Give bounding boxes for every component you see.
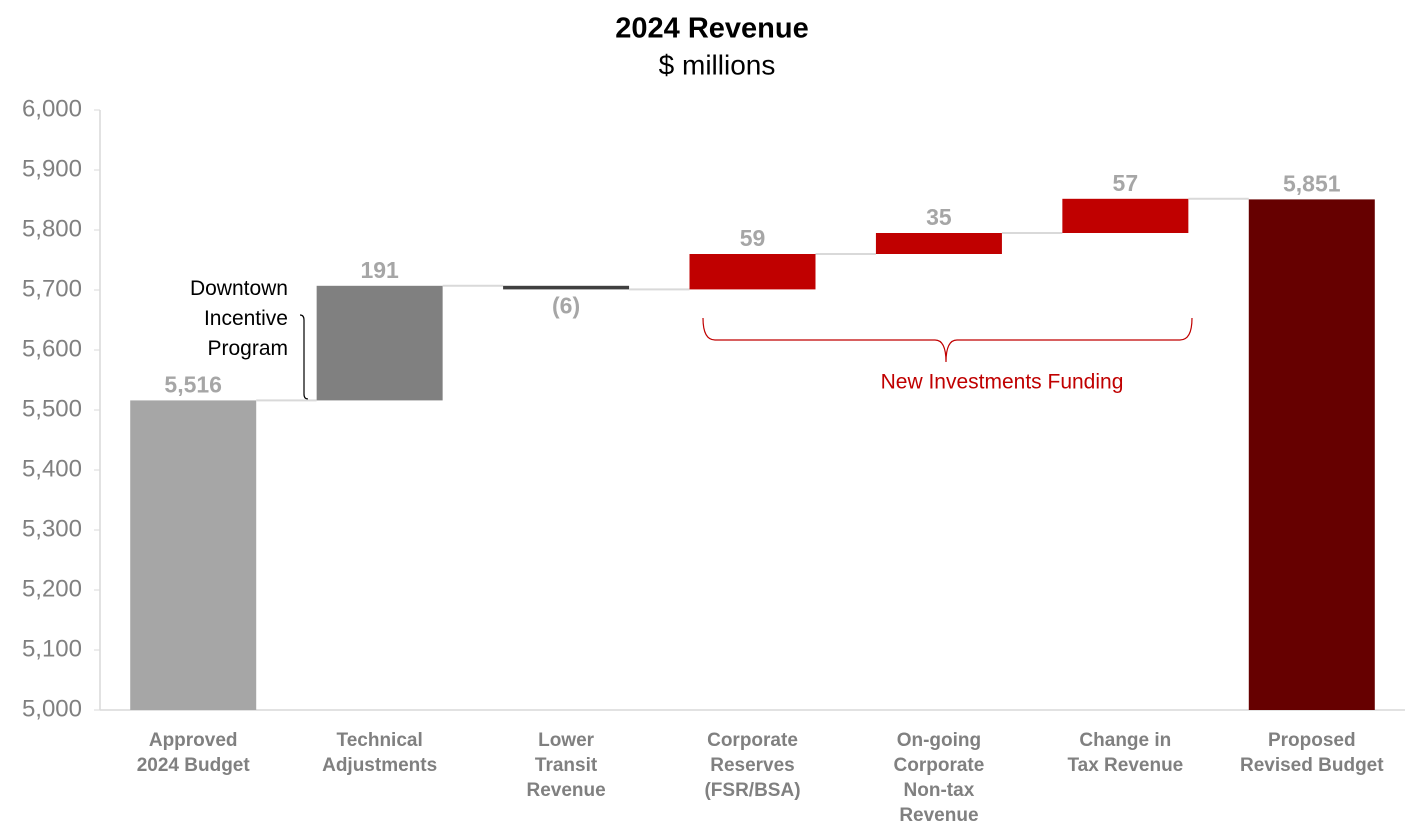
- value-label: 5,851: [1283, 170, 1341, 196]
- bar: [1248, 199, 1375, 710]
- y-tick-label: 5,700: [22, 275, 82, 302]
- value-label: 5,516: [164, 371, 222, 397]
- y-tick-label: 5,900: [22, 155, 82, 182]
- bar: [875, 233, 1002, 254]
- bar: [1062, 198, 1189, 233]
- y-tick-label: 5,600: [22, 335, 82, 362]
- bracket: [702, 317, 1193, 363]
- bar: [130, 400, 257, 710]
- x-tick-label: Corporate Reserves (FSR/BSA): [704, 730, 800, 801]
- x-tick-label: Proposed Revised Budget: [1240, 730, 1384, 776]
- y-tick-label: 5,100: [22, 635, 82, 662]
- value-label: 57: [1113, 170, 1139, 196]
- bar: [316, 285, 443, 401]
- y-tick-label: 5,500: [22, 395, 82, 422]
- x-tick-label: On-going Corporate Non-tax Revenue: [894, 730, 985, 823]
- y-tick-label: 6,000: [22, 95, 82, 122]
- y-tick-label: 5,400: [22, 455, 82, 482]
- chart-subtitle: $ millions: [659, 49, 776, 80]
- x-tick-label: Approved 2024 Budget: [137, 730, 251, 776]
- value-label: 59: [740, 225, 766, 251]
- chart-title: 2024 Revenue: [615, 13, 808, 45]
- x-tick-label: Lower Transit Revenue: [526, 730, 605, 801]
- value-label: 191: [360, 257, 399, 283]
- value-label: (6): [552, 292, 580, 318]
- bar: [689, 254, 816, 290]
- annotation: New Investments Funding: [881, 371, 1124, 394]
- x-tick-label: Change in Tax Revenue: [1067, 730, 1183, 776]
- bar: [503, 285, 630, 290]
- annotation: Downtown Incentive Program: [190, 277, 288, 360]
- value-label: 35: [926, 204, 952, 230]
- y-tick-label: 5,000: [22, 695, 82, 722]
- y-tick-label: 5,300: [22, 515, 82, 542]
- bracket: [299, 314, 309, 400]
- y-tick-label: 5,800: [22, 215, 82, 242]
- y-tick-label: 5,200: [22, 575, 82, 602]
- x-tick-label: Technical Adjustments: [322, 730, 437, 776]
